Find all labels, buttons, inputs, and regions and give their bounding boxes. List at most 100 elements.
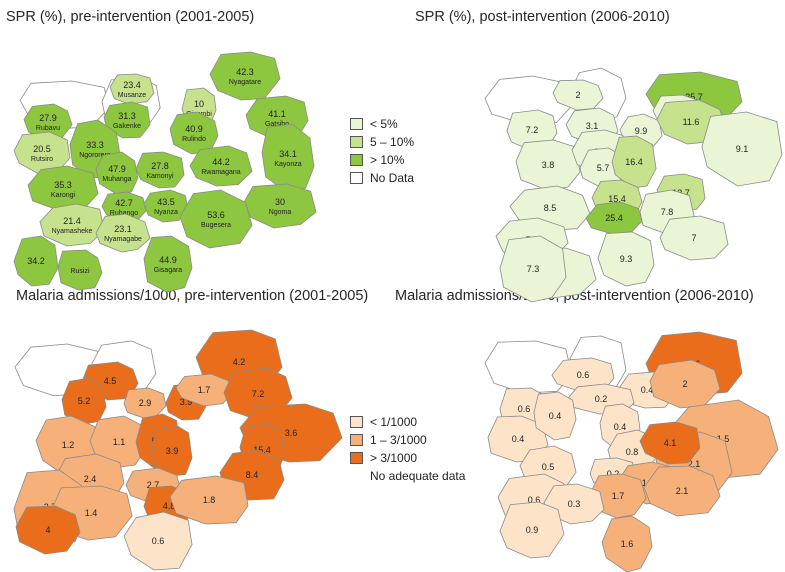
district-region bbox=[109, 73, 155, 105]
district-name-label: Karongi bbox=[51, 192, 76, 199]
district-name-label: Gisagara bbox=[154, 267, 183, 274]
no-data-area bbox=[484, 75, 573, 125]
district-value-label: 9.3 bbox=[620, 254, 633, 264]
legend-spr: < 5% 5 – 10% > 10% No Data bbox=[350, 116, 414, 188]
district-value-label: 4.8 bbox=[163, 501, 176, 511]
district-value-label: 7 bbox=[691, 233, 696, 243]
district-region bbox=[143, 235, 193, 293]
district-name-label: Nyamasheke bbox=[52, 228, 93, 235]
district-name-label: Muhanga bbox=[102, 176, 131, 183]
map-title-admissions-pre: Malaria admissions/1000, pre-interventio… bbox=[16, 288, 369, 304]
district-value-label: 44.2 bbox=[212, 157, 230, 167]
district-name-label: Nyanza bbox=[154, 209, 178, 216]
district-value-label: 0.5 bbox=[542, 462, 555, 472]
district-name-label: Ruhango bbox=[110, 210, 139, 217]
legend-swatch bbox=[350, 452, 363, 464]
district-value-label: 1.5 bbox=[717, 434, 730, 444]
district-value-label: 21.4 bbox=[63, 216, 81, 226]
legend-label: No adequate data bbox=[370, 469, 466, 483]
district-value-label: 0.4 bbox=[512, 434, 525, 444]
district-region bbox=[639, 421, 701, 465]
district-value-label: 8.5 bbox=[544, 203, 557, 213]
district-value-label: 2.1 bbox=[688, 459, 701, 469]
legend-swatch bbox=[350, 470, 363, 482]
district-value-label: 3.6 bbox=[285, 428, 298, 438]
district-value-label: 27.9 bbox=[39, 113, 57, 123]
district-region bbox=[643, 465, 721, 517]
district-value-label: 30 bbox=[275, 197, 285, 207]
legend-swatch bbox=[350, 172, 363, 184]
district-region bbox=[143, 189, 189, 223]
legend-item: No Data bbox=[350, 170, 414, 186]
district-value-label: 47.9 bbox=[108, 164, 126, 174]
legend-item: > 10% bbox=[350, 152, 414, 168]
district-region bbox=[169, 475, 249, 525]
district-value-label: 5.7 bbox=[597, 163, 610, 173]
district-name-label: Rubavu bbox=[36, 125, 60, 132]
legend-label: > 3/1000 bbox=[370, 451, 418, 465]
district-value-label: 0.3 bbox=[568, 499, 581, 509]
district-value-label: 1.6 bbox=[621, 539, 634, 549]
district-value-label: 16.4 bbox=[625, 157, 643, 167]
legend-label: No Data bbox=[370, 171, 415, 185]
district-value-label: 35.3 bbox=[54, 180, 72, 190]
district-value-label: 9.9 bbox=[635, 126, 648, 136]
district-value-label: 0.2 bbox=[607, 469, 620, 479]
district-value-label: 2.1 bbox=[676, 486, 689, 496]
district-region bbox=[189, 145, 253, 187]
legend-swatch bbox=[350, 434, 363, 446]
district-value-label: 0.6 bbox=[152, 536, 165, 546]
district-value-label: 40.9 bbox=[185, 124, 203, 134]
district-region bbox=[611, 135, 657, 189]
district-region bbox=[175, 373, 233, 407]
legend-label: 5 – 10% bbox=[370, 135, 415, 149]
district-value-label: 5.2 bbox=[78, 396, 91, 406]
district-region bbox=[515, 139, 581, 191]
legend-admissions: < 1/1000 1 – 3/1000 > 3/1000 No adequate… bbox=[350, 414, 465, 486]
district-value-label: 23.4 bbox=[123, 80, 141, 90]
district-value-label: 0.4 bbox=[641, 385, 654, 395]
district-name-label: Ngororero bbox=[79, 152, 111, 159]
district-value-label: 0.4 bbox=[549, 411, 562, 421]
district-value-label: 15.4 bbox=[253, 445, 271, 455]
district-value-label: 25.7 bbox=[685, 92, 703, 102]
district-region bbox=[659, 215, 729, 261]
district-value-label: 4.2 bbox=[233, 357, 246, 367]
district-value-label: 31.3 bbox=[118, 111, 136, 121]
district-name-label: Kayonza bbox=[274, 161, 301, 168]
district-value-label: 3.9 bbox=[166, 446, 179, 456]
map-admissions-post: 4.60.60.60.40.220.40.40.41.52.10.84.10.5… bbox=[484, 331, 779, 572]
district-value-label: 11.6 bbox=[683, 117, 700, 127]
district-name-label: Rulindo bbox=[182, 136, 206, 143]
map-title-spr-post: SPR (%), post-intervention (2006-2010) bbox=[415, 9, 670, 25]
district-value-label: 53.6 bbox=[207, 210, 225, 220]
district-value-label: 27.8 bbox=[151, 161, 169, 171]
district-value-label: 20.5 bbox=[33, 144, 51, 154]
legend-item: < 5% bbox=[350, 116, 414, 132]
district-value-label: 2 bbox=[575, 90, 580, 100]
district-region bbox=[261, 123, 315, 193]
legend-item: 5 – 10% bbox=[350, 134, 414, 150]
district-region bbox=[135, 151, 185, 189]
district-value-label: 0.9 bbox=[526, 525, 539, 535]
map-admissions-pre: 4.24.55.22.93.91.77.21.21.15.43.93.62.41… bbox=[13, 329, 343, 571]
district-region bbox=[601, 515, 653, 572]
district-value-label: 4.5 bbox=[104, 376, 117, 386]
district-value-label: 3.8 bbox=[542, 160, 555, 170]
district-name-label: Gatsibo bbox=[265, 121, 289, 128]
district-value-label: 1.8 bbox=[203, 495, 216, 505]
district-region bbox=[499, 501, 565, 559]
district-value-label: 44.9 bbox=[159, 255, 177, 265]
district-name-label: Musanze bbox=[118, 92, 147, 99]
map-spr-pre: 23.4Musanze42.3Nyagatare10Gicumbi31.3Gak… bbox=[13, 51, 317, 293]
district-region bbox=[95, 151, 139, 195]
district-region bbox=[123, 511, 193, 571]
district-value-label: 0.2 bbox=[595, 394, 608, 404]
district-value-label: 2.7 bbox=[147, 480, 160, 490]
district-region bbox=[533, 391, 577, 441]
legend-swatch bbox=[350, 416, 363, 428]
district-value-label: 0.6 bbox=[528, 495, 541, 505]
district-value-label: 0.6 bbox=[518, 404, 531, 414]
district-value-label: 7.3 bbox=[527, 264, 540, 274]
district-value-label: 3.1 bbox=[586, 121, 599, 131]
